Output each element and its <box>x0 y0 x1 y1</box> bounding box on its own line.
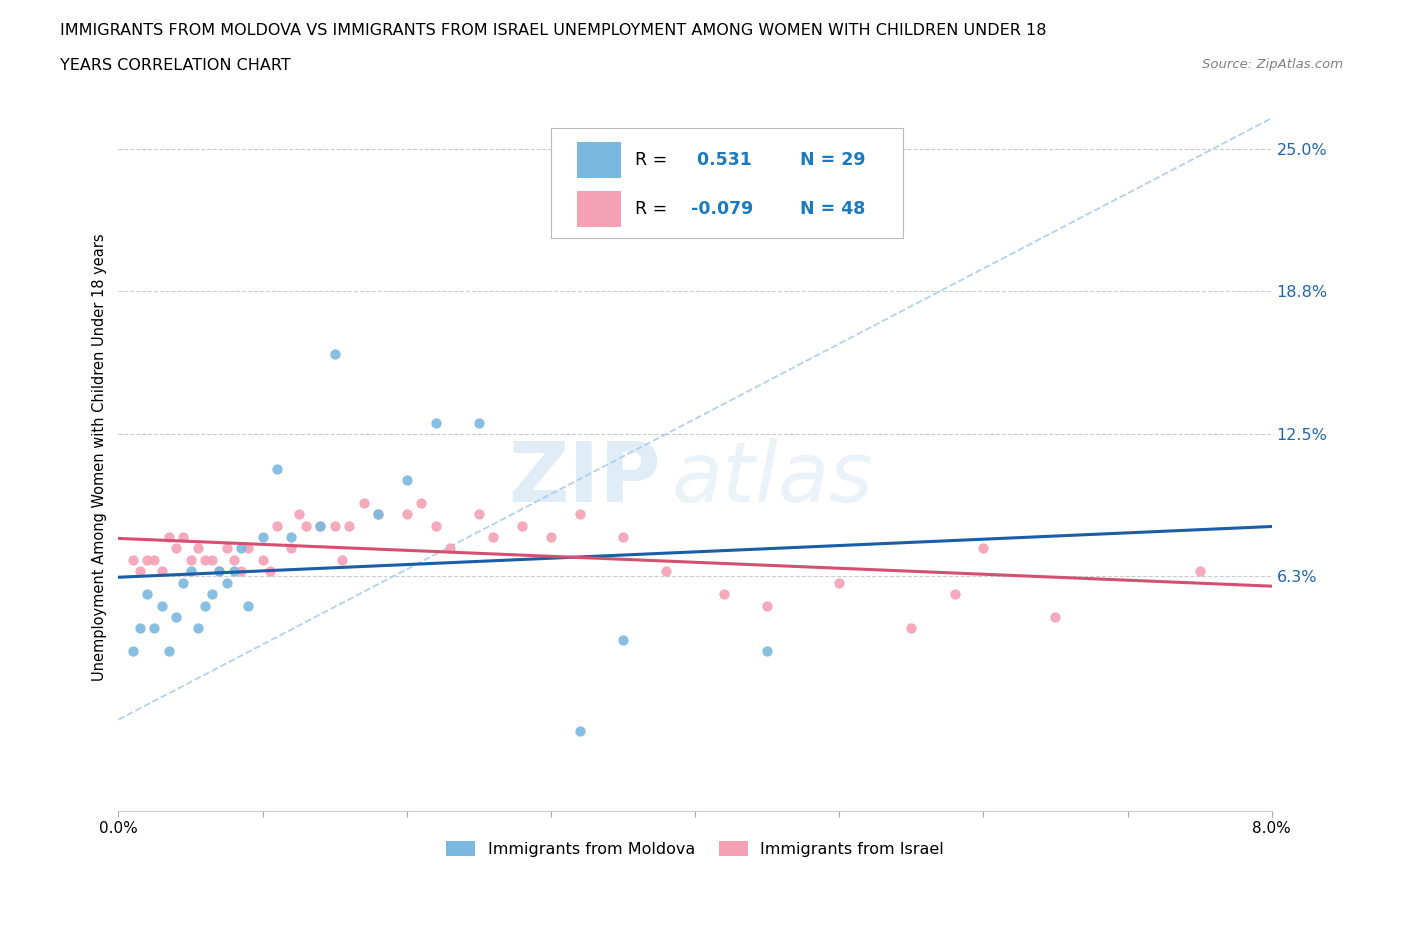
Point <box>252 552 274 567</box>
Point <box>238 598 260 613</box>
Point <box>215 576 238 591</box>
Point <box>972 541 994 556</box>
Text: 0.531: 0.531 <box>685 152 752 169</box>
Point <box>943 587 966 602</box>
Point <box>395 507 418 522</box>
Bar <box>578 142 621 179</box>
Point <box>129 564 152 578</box>
Point <box>172 529 194 544</box>
Point <box>568 724 591 738</box>
Legend: Immigrants from Moldova, Immigrants from Israel: Immigrants from Moldova, Immigrants from… <box>440 834 950 863</box>
Point <box>367 507 389 522</box>
Text: -0.079: -0.079 <box>685 200 754 218</box>
Point <box>295 518 318 533</box>
Point <box>280 541 302 556</box>
Point <box>165 609 187 624</box>
Point <box>510 518 533 533</box>
Point <box>287 507 309 522</box>
Point <box>439 541 461 556</box>
Point <box>568 507 591 522</box>
Point <box>150 598 173 613</box>
Point <box>367 507 389 522</box>
Point <box>655 564 678 578</box>
Point <box>540 529 562 544</box>
Point <box>143 552 166 567</box>
Text: Source: ZipAtlas.com: Source: ZipAtlas.com <box>1202 58 1343 71</box>
Point <box>713 587 735 602</box>
Y-axis label: Unemployment Among Women with Children Under 18 years: Unemployment Among Women with Children U… <box>93 233 107 681</box>
Text: atlas: atlas <box>672 438 873 519</box>
Text: IMMIGRANTS FROM MOLDOVA VS IMMIGRANTS FROM ISRAEL UNEMPLOYMENT AMONG WOMEN WITH : IMMIGRANTS FROM MOLDOVA VS IMMIGRANTS FR… <box>60 23 1047 38</box>
Point <box>201 552 224 567</box>
Point <box>900 621 922 636</box>
Point <box>150 564 173 578</box>
Point <box>229 541 252 556</box>
Bar <box>578 191 621 227</box>
Point <box>468 416 491 431</box>
Point <box>121 552 143 567</box>
Text: R =: R = <box>636 200 668 218</box>
Point <box>136 552 159 567</box>
Text: R =: R = <box>636 152 668 169</box>
Point <box>121 644 143 658</box>
Point <box>180 552 202 567</box>
FancyBboxPatch shape <box>551 128 903 238</box>
Point <box>425 518 447 533</box>
Point <box>280 529 302 544</box>
Text: ZIP: ZIP <box>508 438 661 519</box>
Point <box>157 644 180 658</box>
Point <box>165 541 187 556</box>
Point <box>411 496 433 511</box>
Point <box>194 552 217 567</box>
Point <box>222 552 245 567</box>
Point <box>266 518 288 533</box>
Point <box>309 518 332 533</box>
Point <box>612 529 634 544</box>
Point <box>143 621 166 636</box>
Point <box>353 496 375 511</box>
Point <box>309 518 332 533</box>
Point <box>756 644 779 658</box>
Point <box>222 564 245 578</box>
Point <box>323 347 346 362</box>
Point <box>756 598 779 613</box>
Text: N = 48: N = 48 <box>800 200 866 218</box>
Point <box>208 564 231 578</box>
Point <box>1045 609 1067 624</box>
Point <box>482 529 505 544</box>
Point <box>136 587 159 602</box>
Point <box>157 529 180 544</box>
Point <box>201 587 224 602</box>
Text: YEARS CORRELATION CHART: YEARS CORRELATION CHART <box>60 58 291 73</box>
Point <box>1188 564 1211 578</box>
Point <box>266 461 288 476</box>
Point <box>330 552 353 567</box>
Point <box>215 541 238 556</box>
Point <box>252 529 274 544</box>
Point <box>395 472 418 487</box>
Point <box>425 416 447 431</box>
Point <box>194 598 217 613</box>
Point <box>468 507 491 522</box>
Text: N = 29: N = 29 <box>800 152 866 169</box>
Point <box>129 621 152 636</box>
Point <box>180 564 202 578</box>
Point <box>187 541 209 556</box>
Point <box>337 518 360 533</box>
Point <box>172 576 194 591</box>
Point <box>259 564 281 578</box>
Point <box>208 564 231 578</box>
Point <box>187 621 209 636</box>
Point <box>323 518 346 533</box>
Point <box>828 576 851 591</box>
Point <box>238 541 260 556</box>
Point <box>229 564 252 578</box>
Point <box>612 632 634 647</box>
